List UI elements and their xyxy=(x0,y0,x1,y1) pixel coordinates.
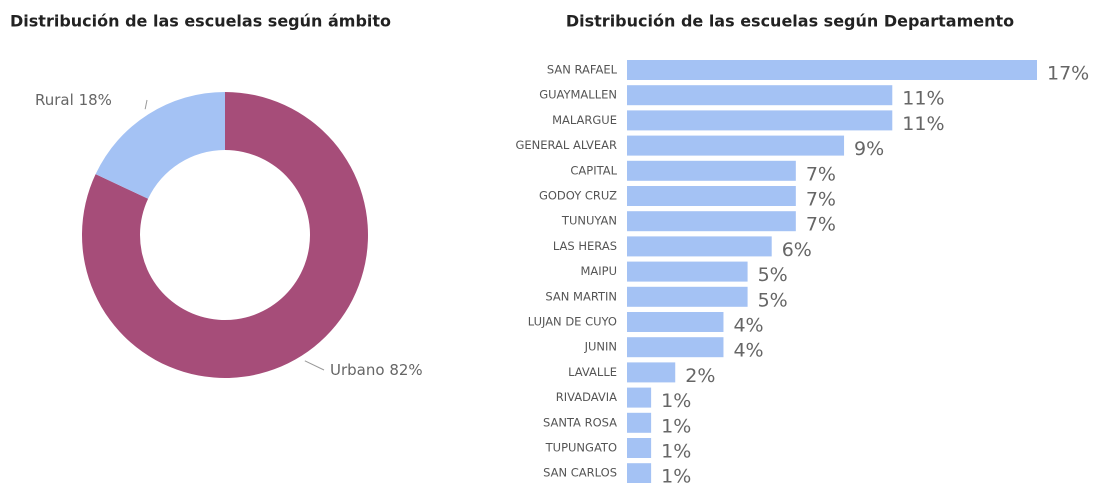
category-label: TUNUYAN xyxy=(561,214,617,228)
chart-title: Distribución de las escuelas según ámbit… xyxy=(10,12,391,31)
bar xyxy=(627,312,724,332)
category-label: Rural xyxy=(35,91,74,109)
bar xyxy=(627,286,748,307)
category-label: SANTA ROSA xyxy=(543,415,617,429)
value-label: 5% xyxy=(758,264,788,286)
bar xyxy=(627,60,1037,80)
category-label: LUJAN DE CUYO xyxy=(528,315,617,329)
bar xyxy=(627,438,652,458)
category-label: MALARGUE xyxy=(552,113,617,127)
bar xyxy=(627,186,796,206)
value-label: 7% xyxy=(806,214,836,236)
value-label: 17% xyxy=(1047,63,1089,85)
category-label: SAN MARTIN xyxy=(545,289,617,303)
category-label: TUPUNGATO xyxy=(545,441,617,455)
value-label: 6% xyxy=(782,239,812,261)
chart-title: Distribución de las escuelas según Depar… xyxy=(566,12,1014,31)
category-label: LAS HERAS xyxy=(553,239,617,253)
bar xyxy=(627,387,652,408)
bar xyxy=(627,135,845,156)
data-label: Rural 18% xyxy=(35,91,112,109)
category-label: MAIPU xyxy=(580,264,617,278)
leader-line xyxy=(144,99,148,110)
value-label: 11% xyxy=(902,113,944,135)
bar xyxy=(627,412,652,433)
bar xyxy=(627,463,652,483)
value-label: 4% xyxy=(733,340,763,362)
value-label: 9% xyxy=(854,138,884,160)
value-label: 5% xyxy=(758,289,788,311)
donut-slice xyxy=(82,92,368,378)
category-label: SAN RAFAEL xyxy=(547,63,618,77)
bar xyxy=(627,362,676,383)
bar xyxy=(627,236,772,257)
category-label: Urbano xyxy=(330,361,385,379)
value-label: 1% xyxy=(661,441,691,463)
value-label: 7% xyxy=(806,163,836,185)
value-label: 18% xyxy=(79,91,112,109)
category-label: CAPITAL xyxy=(570,163,617,177)
value-label: 1% xyxy=(661,415,691,437)
value-label: 7% xyxy=(806,189,836,211)
value-label: 2% xyxy=(685,365,715,387)
category-label: RIVADAVIA xyxy=(556,390,617,404)
category-label: GODOY CRUZ xyxy=(539,189,617,203)
bar xyxy=(627,211,796,232)
value-label: 4% xyxy=(733,315,763,337)
bar xyxy=(627,261,748,282)
value-label: 82% xyxy=(389,361,422,379)
category-label: LAVALLE xyxy=(568,365,617,379)
category-label: GUAYMALLEN xyxy=(539,88,617,102)
data-label: Urbano 82% xyxy=(330,361,423,379)
bar xyxy=(627,85,893,106)
value-label: 1% xyxy=(661,390,691,412)
bar xyxy=(627,160,796,181)
category-label: GENERAL ALVEAR xyxy=(515,138,617,152)
value-label: 1% xyxy=(661,466,691,483)
leader-line xyxy=(304,360,325,371)
category-label: SAN CARLOS xyxy=(543,466,617,480)
bar xyxy=(627,110,893,131)
value-label: 11% xyxy=(902,88,944,110)
donut-slice xyxy=(95,92,225,199)
bar xyxy=(627,337,724,358)
category-label: JUNIN xyxy=(584,340,617,354)
